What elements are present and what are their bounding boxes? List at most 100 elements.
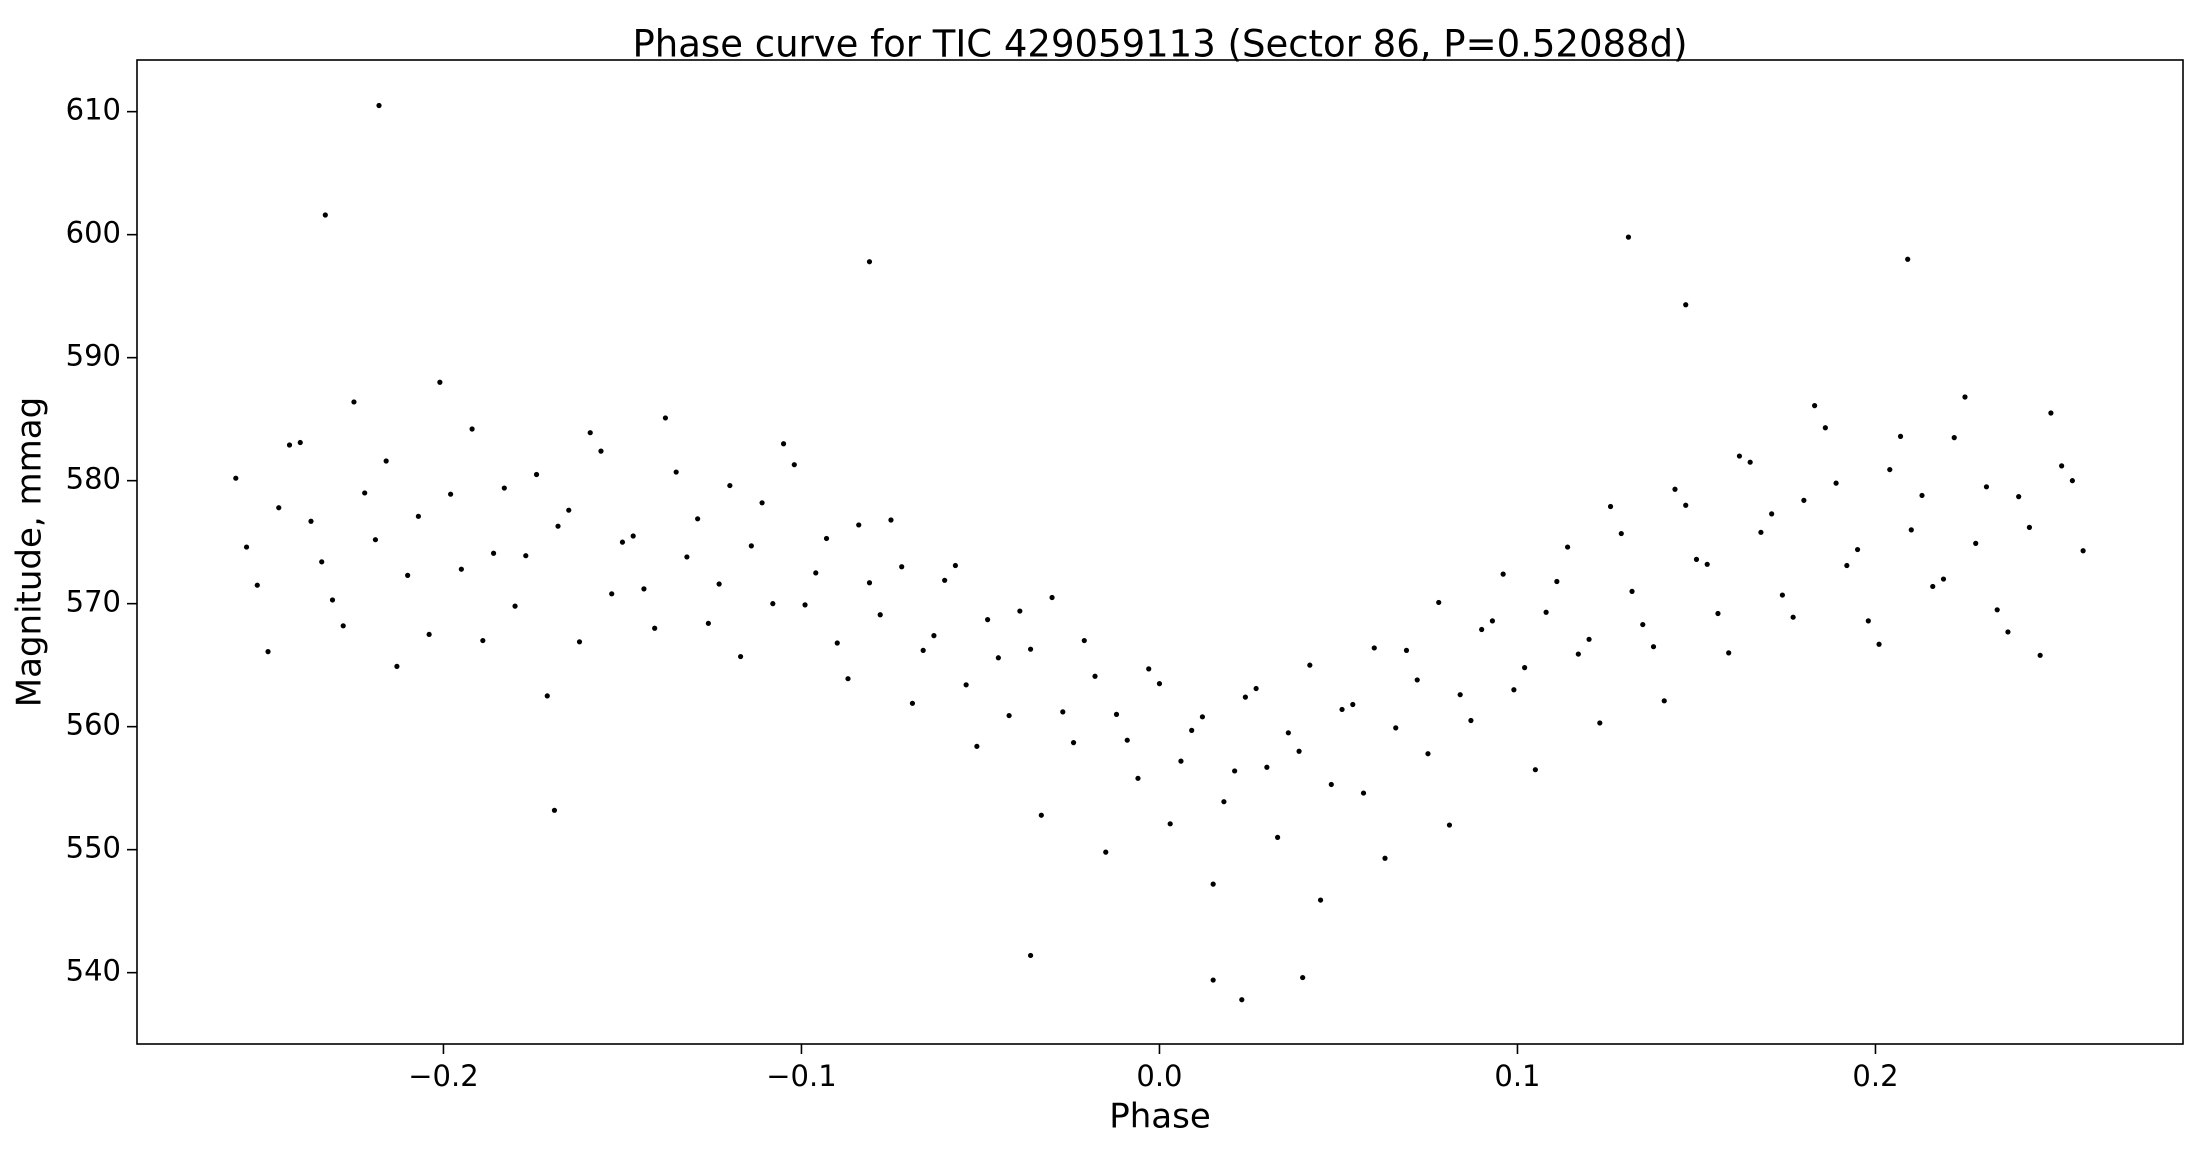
data-point	[845, 676, 851, 682]
y-tick-label: 540	[66, 954, 121, 988]
data-point	[1457, 692, 1463, 698]
data-point	[340, 623, 346, 629]
data-point	[630, 533, 636, 539]
data-point	[243, 544, 250, 550]
data-point	[1951, 435, 1957, 441]
data-point	[1167, 821, 1173, 827]
data-point	[544, 693, 550, 699]
data-point	[1027, 646, 1034, 652]
data-point	[1908, 527, 1914, 533]
data-point	[1489, 618, 1496, 624]
data-point	[952, 562, 959, 569]
data-point	[1146, 666, 1152, 672]
data-point	[1317, 897, 1324, 903]
data-point	[1683, 302, 1689, 308]
data-point	[1822, 425, 1828, 431]
data-point	[1650, 644, 1657, 650]
data-point	[2048, 410, 2054, 416]
data-point	[1300, 974, 1306, 981]
data-point	[1156, 681, 1163, 687]
data-point	[480, 637, 486, 644]
data-point	[1973, 540, 1979, 546]
data-point	[684, 554, 690, 560]
data-point	[1382, 855, 1388, 861]
data-point	[662, 415, 669, 421]
data-point	[1113, 711, 1120, 717]
data-point	[791, 462, 797, 468]
data-point	[1360, 790, 1367, 796]
data-point	[1575, 651, 1581, 657]
data-point	[1264, 764, 1270, 770]
data-point	[1081, 637, 1087, 644]
data-point	[695, 516, 701, 522]
y-tick-label: 590	[66, 339, 121, 373]
data-point	[1930, 583, 1936, 590]
data-point	[1983, 484, 1990, 490]
data-point	[233, 475, 239, 481]
data-point	[512, 603, 518, 609]
data-point	[1672, 486, 1678, 492]
data-point	[598, 448, 604, 454]
data-point	[2037, 652, 2043, 658]
data-point	[308, 518, 314, 524]
data-point	[1500, 571, 1506, 577]
data-point	[1006, 712, 1012, 719]
y-tick-label: 610	[66, 93, 121, 127]
data-point	[727, 482, 733, 489]
data-point	[716, 581, 722, 587]
x-tick-label: −0.1	[766, 1059, 836, 1093]
plot-frame	[136, 59, 2184, 1045]
data-point	[1779, 592, 1785, 598]
data-point	[1769, 511, 1775, 517]
data-point	[748, 543, 754, 549]
data-point	[1060, 709, 1066, 715]
data-point	[1328, 781, 1334, 788]
data-point	[426, 631, 432, 638]
data-point	[1436, 599, 1442, 606]
data-point	[1625, 234, 1632, 240]
data-point	[1232, 768, 1238, 774]
data-point	[866, 580, 873, 586]
data-point	[759, 500, 765, 506]
data-point	[1683, 502, 1689, 508]
data-point	[641, 586, 647, 592]
data-point	[394, 663, 400, 669]
data-point	[322, 212, 328, 218]
data-point	[1393, 725, 1399, 731]
data-point	[1865, 618, 1871, 624]
y-tick-label: 570	[66, 585, 121, 619]
data-point	[329, 597, 336, 603]
data-point	[1758, 529, 1764, 535]
data-point	[1275, 834, 1281, 840]
data-point	[1747, 459, 1753, 465]
data-point	[1178, 758, 1184, 764]
data-point	[555, 523, 561, 529]
data-point	[995, 655, 1001, 661]
data-point	[1339, 706, 1345, 713]
data-point	[2069, 478, 2075, 484]
y-tick-label: 560	[66, 708, 121, 742]
data-point	[1854, 546, 1861, 553]
data-point	[1940, 576, 1947, 582]
data-point	[1715, 610, 1721, 617]
data-point	[383, 458, 389, 464]
data-point	[1726, 650, 1732, 656]
data-point	[1350, 701, 1356, 708]
data-point	[2059, 463, 2065, 469]
data-point	[351, 399, 357, 405]
data-point	[1897, 433, 1904, 439]
data-point	[372, 537, 379, 543]
data-point	[1253, 685, 1259, 692]
data-point	[501, 485, 507, 491]
y-tick-label: 580	[66, 462, 121, 496]
data-point	[1124, 737, 1130, 743]
x-tick-label: 0.1	[1494, 1059, 1540, 1093]
data-point	[1629, 588, 1635, 594]
data-point	[1833, 480, 1839, 486]
data-point	[1543, 609, 1549, 615]
data-point	[1210, 881, 1216, 887]
data-point	[1403, 647, 1410, 654]
data-point	[1092, 673, 1098, 679]
data-point	[1661, 698, 1667, 704]
data-point	[265, 649, 271, 655]
